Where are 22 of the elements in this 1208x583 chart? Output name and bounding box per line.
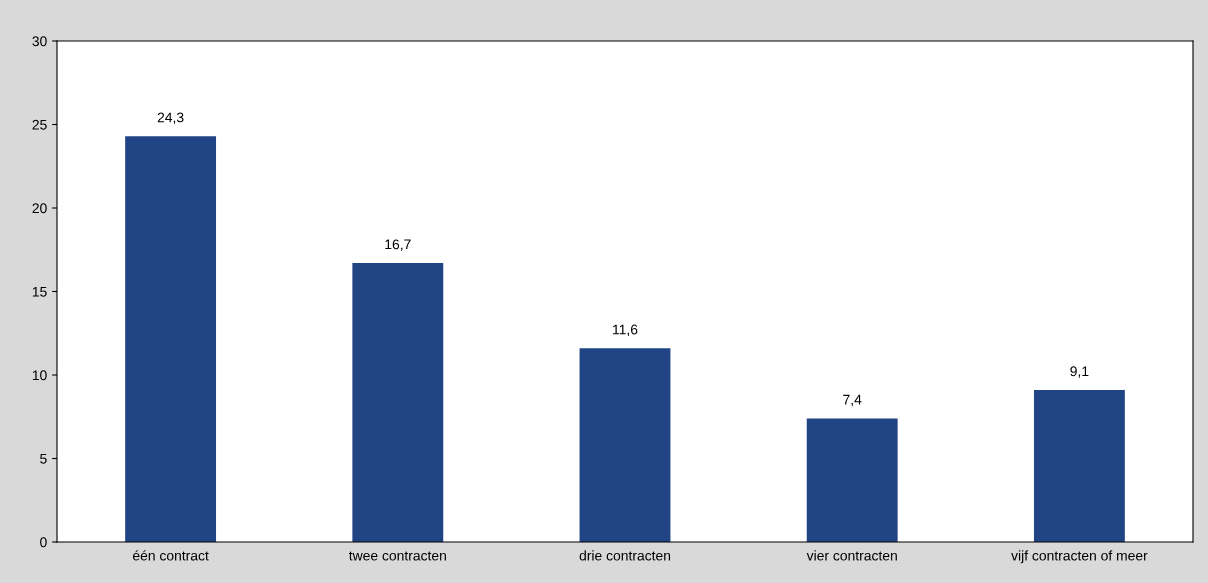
x-tick-label: drie contracten (579, 550, 671, 561)
bar (806, 418, 898, 542)
y-tick-label: 5 (40, 453, 47, 464)
x-tick-label: vijf contracten of meer (1011, 550, 1148, 564)
y-tick-label: 30 (32, 36, 47, 47)
x-tick-label: twee contracten (348, 551, 446, 561)
bar (579, 348, 671, 542)
data-label: 16,7 (385, 239, 411, 251)
x-tick-label: vier contracten (806, 550, 897, 561)
y-tick-label: 15 (32, 286, 47, 297)
y-tick-label: 10 (32, 370, 47, 381)
data-label: 9,1 (1070, 366, 1089, 378)
x-tick-label: één contract (132, 550, 209, 561)
bar (1033, 390, 1125, 542)
y-tick-label: 0 (40, 537, 47, 548)
y-tick-label: 25 (32, 119, 47, 130)
data-label: 24,3 (157, 112, 184, 124)
bar (125, 136, 217, 542)
bar (352, 263, 444, 542)
data-label: 7,4 (843, 394, 862, 407)
y-tick-label: 20 (32, 203, 47, 214)
data-label: 11,6 (613, 324, 638, 337)
